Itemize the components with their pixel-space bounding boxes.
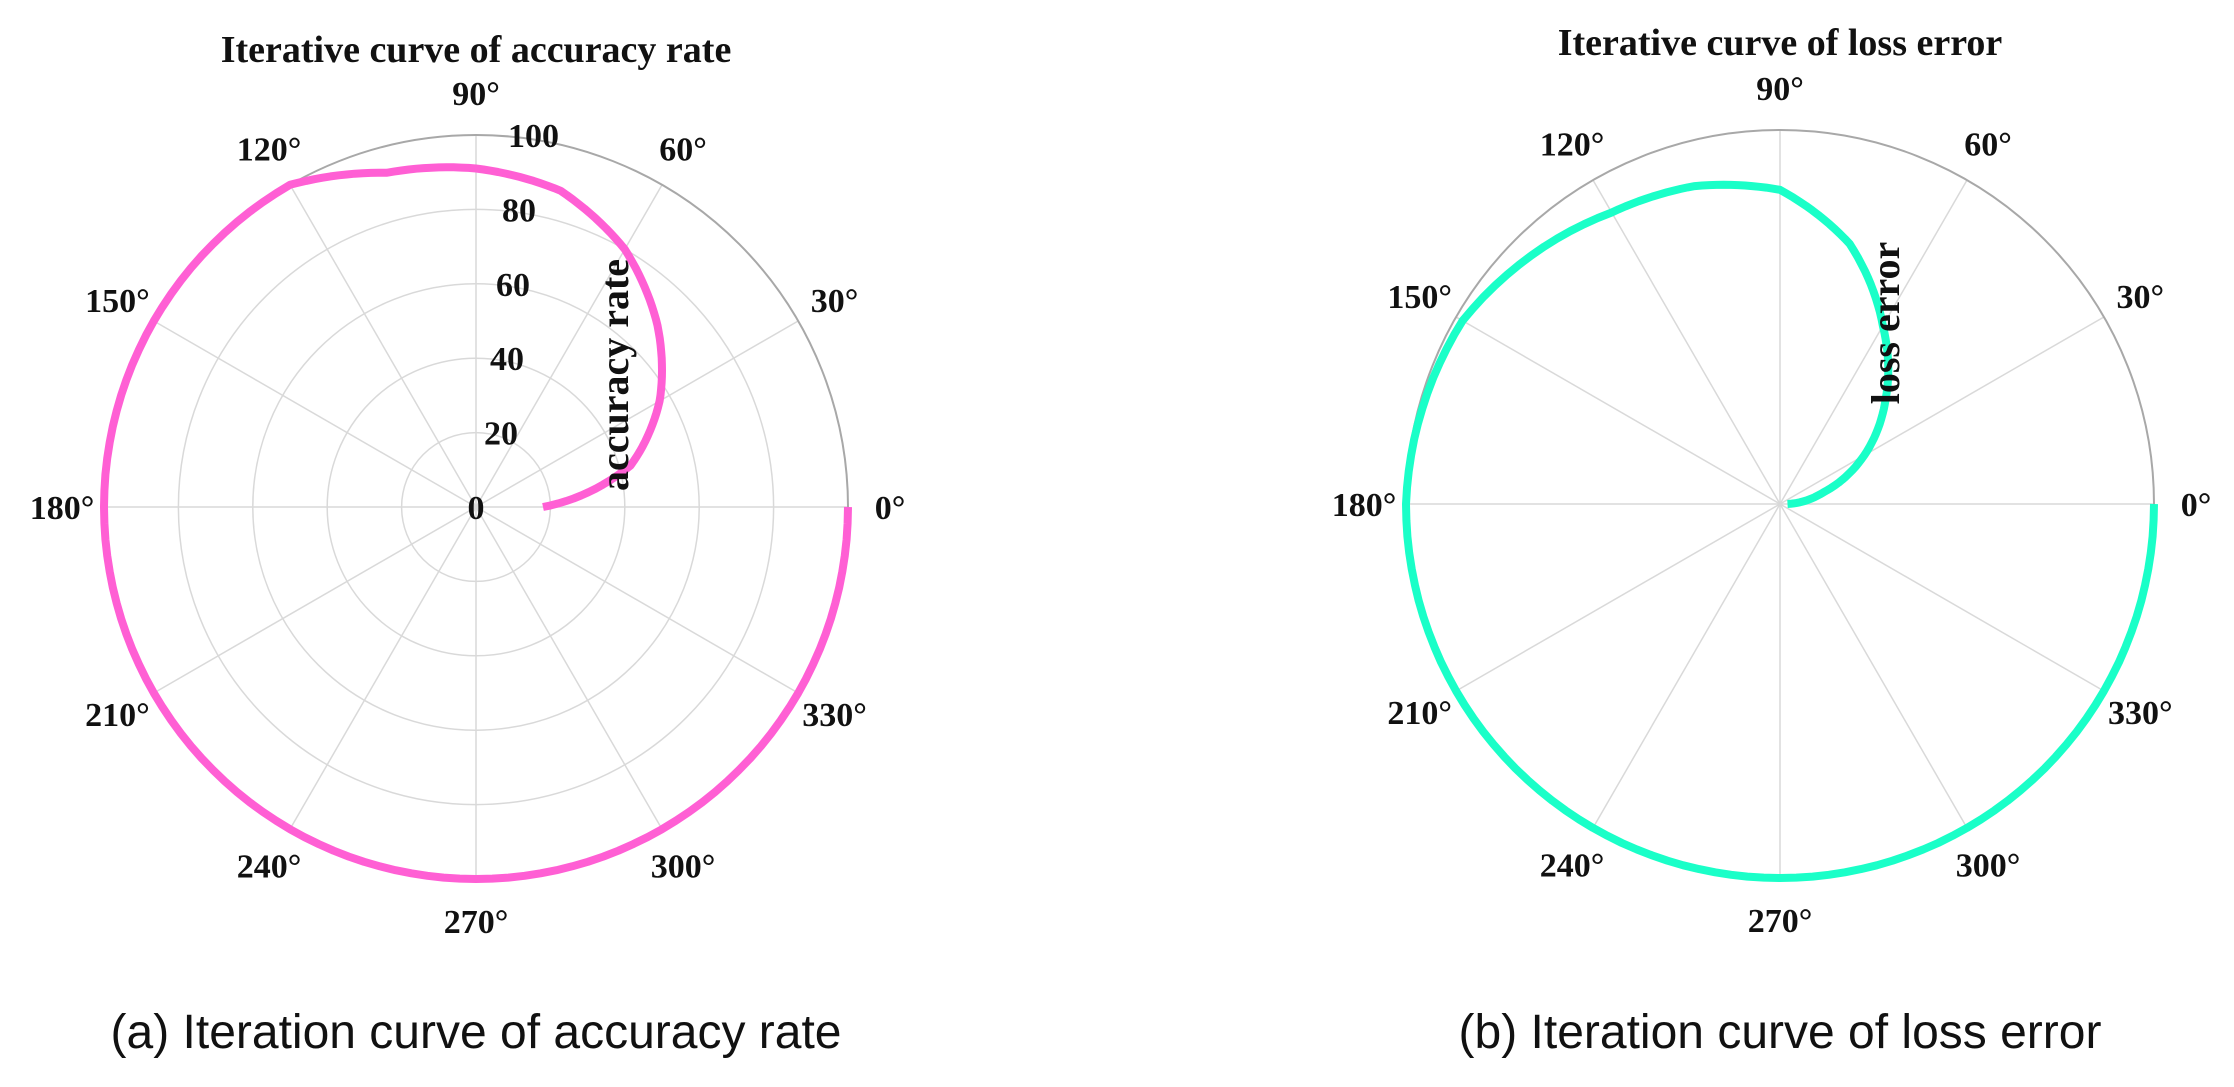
r-tick-label: 100 [508, 118, 559, 155]
caption-loss: (b) Iteration curve of loss error [1459, 1006, 2102, 1059]
theta-gridline [475, 506, 663, 830]
theta-tick-label: 210° [85, 697, 150, 734]
r-axis-label-loss: loss error [1863, 242, 1908, 405]
loss-series-line [1402, 180, 2158, 882]
theta-tick-label: 180° [30, 490, 95, 527]
theta-tick-label: 0° [2181, 487, 2212, 524]
theta-labels-loss: 0° 30° 60° 90° 120° 150° 180° 210° 240° 270° 300° 3… [1332, 71, 2212, 940]
theta-tick-label: 330° [802, 697, 867, 734]
theta-gridline [153, 320, 477, 508]
r-tick-label: 20 [484, 416, 518, 453]
panel-accuracy: 0° 30° 60° 90° 120° 150° 180° 210° 240° 270° 300° 3… [30, 29, 906, 1059]
theta-gridline [1455, 503, 1781, 692]
theta-tick-label: 30° [811, 283, 859, 320]
theta-gridline [475, 184, 663, 508]
theta-gridline [289, 184, 477, 508]
r-gridline [326, 357, 626, 657]
theta-tick-label: 330° [2108, 695, 2173, 732]
r-axis-label-accuracy: accuracy rate [592, 259, 637, 491]
r-gridline [177, 208, 775, 806]
theta-gridline [475, 506, 799, 694]
theta-tick-label: 240° [1540, 847, 1605, 884]
theta-gridline [1779, 503, 1968, 829]
theta-gridline [1779, 179, 1968, 505]
caption-accuracy: (a) Iteration curve of accuracy rate [111, 1006, 842, 1059]
theta-tick-label: 90° [1756, 71, 1804, 108]
theta-tick-label: 150° [85, 283, 150, 320]
theta-gridline [475, 320, 799, 508]
accuracy-series-line [100, 163, 852, 883]
theta-tick-label: 30° [2116, 279, 2164, 316]
theta-tick-label: 120° [237, 131, 302, 168]
panel-loss: 0° 30° 60° 90° 120° 150° 180° 210° 240° 270° 300° 3… [1332, 22, 2212, 1059]
theta-gridline [153, 506, 477, 694]
theta-labels-accuracy: 0° 30° 60° 90° 120° 150° 180° 210° 240° 270° 300° 3… [30, 76, 906, 941]
r-tick-labels-accuracy: 0 20 40 60 80 100 [468, 118, 560, 527]
theta-tick-label: 0° [875, 490, 906, 527]
theta-tick-label: 60° [1964, 127, 2012, 164]
theta-gridline [289, 506, 477, 830]
r-tick-label: 80 [502, 192, 536, 229]
chart-title-loss: Iterative curve of loss error [1558, 22, 2003, 64]
theta-gridline [1592, 179, 1781, 505]
theta-tick-label: 270° [1748, 903, 1813, 940]
theta-gridline [1779, 503, 2105, 692]
theta-tick-label: 180° [1332, 487, 1397, 524]
theta-gridline [1455, 316, 1781, 505]
theta-tick-label: 300° [651, 849, 716, 886]
theta-tick-label: 120° [1540, 127, 1605, 164]
theta-gridline [1592, 503, 1781, 829]
theta-tick-label: 60° [659, 131, 707, 168]
theta-tick-label: 240° [237, 849, 302, 886]
chart-title-accuracy: Iterative curve of accuracy rate [221, 29, 732, 71]
theta-tick-label: 90° [452, 76, 500, 113]
theta-tick-label: 150° [1387, 279, 1452, 316]
theta-tick-label: 300° [1956, 847, 2021, 884]
theta-tick-label: 210° [1387, 695, 1452, 732]
theta-gridline [1779, 316, 2105, 505]
r-tick-label: 60 [496, 267, 530, 304]
r-gridline [252, 283, 700, 731]
r-tick-label: 40 [490, 341, 524, 378]
theta-tick-label: 270° [444, 904, 509, 941]
r-tick-label: 0 [468, 490, 485, 527]
